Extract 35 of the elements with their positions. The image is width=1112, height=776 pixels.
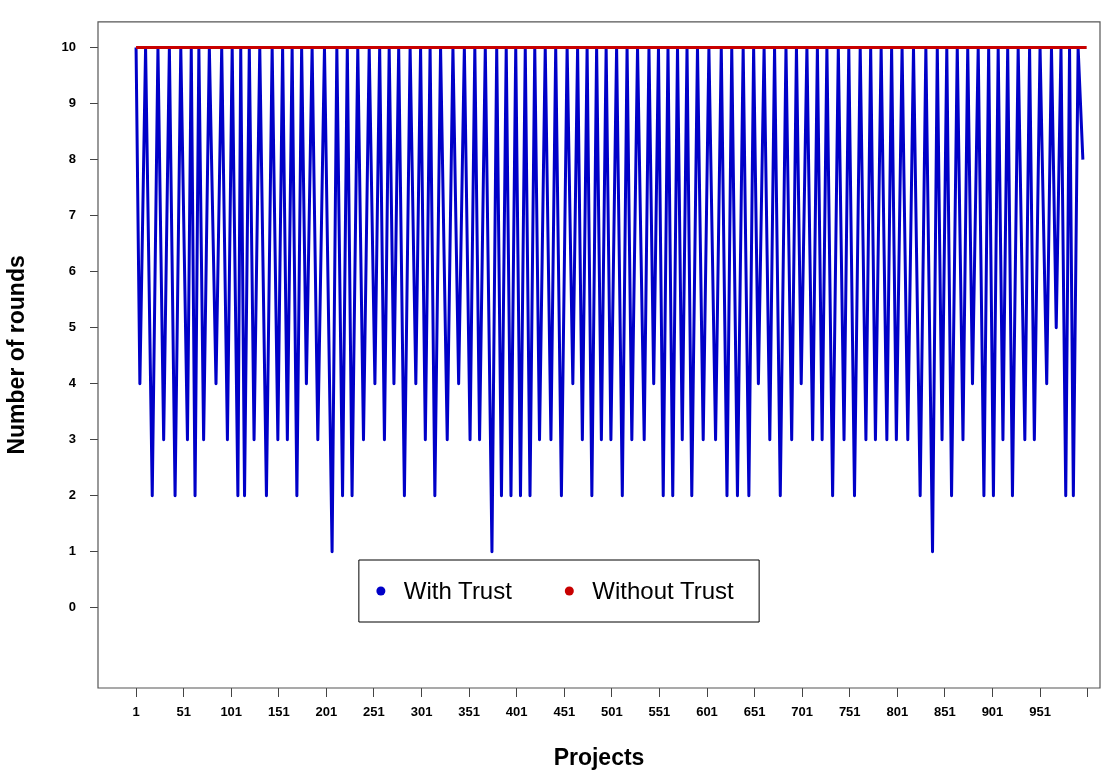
y-tick-label: 5 <box>68 319 76 335</box>
y-axis-title: Number of rounds <box>3 255 30 455</box>
x-tick-label: 701 <box>791 704 814 720</box>
x-axis-title: Projects <box>553 743 645 770</box>
x-tick-label: 951 <box>1029 704 1051 720</box>
x-tick-label: 301 <box>410 704 433 720</box>
legend-label: With Trust <box>403 576 513 604</box>
y-tick-label: 6 <box>68 263 76 279</box>
x-tick-label: 851 <box>934 704 956 720</box>
y-tick-label: 7 <box>68 207 76 223</box>
x-tick-label: 51 <box>176 704 191 720</box>
x-tick-label: 251 <box>363 704 385 720</box>
x-tick-label: 1 <box>132 704 140 720</box>
x-tick-label: 451 <box>553 704 576 720</box>
y-tick-label: 10 <box>61 39 76 55</box>
x-tick-label: 401 <box>505 704 528 720</box>
y-tick-label: 1 <box>68 543 76 559</box>
x-tick-label: 201 <box>315 704 338 720</box>
x-tick-label: 901 <box>981 704 1004 720</box>
x-tick-label: 751 <box>838 704 861 720</box>
y-tick-label: 2 <box>68 487 76 503</box>
x-tick-label: 801 <box>886 704 909 720</box>
x-tick-label: 651 <box>743 704 766 720</box>
x-tick-label: 351 <box>458 704 480 720</box>
y-tick-label: 0 <box>68 599 76 615</box>
y-tick-label: 8 <box>68 151 76 167</box>
y-tick-label: 9 <box>68 95 76 111</box>
x-tick-label: 601 <box>696 704 718 720</box>
x-tick-label: 101 <box>220 704 243 720</box>
y-tick-label: 3 <box>68 431 76 447</box>
legend-label: Without Trust <box>592 576 735 604</box>
x-tick-label: 501 <box>600 704 623 720</box>
y-tick-label: 4 <box>68 375 77 391</box>
x-tick-label: 551 <box>648 704 671 720</box>
x-tick-label: 151 <box>267 704 290 720</box>
